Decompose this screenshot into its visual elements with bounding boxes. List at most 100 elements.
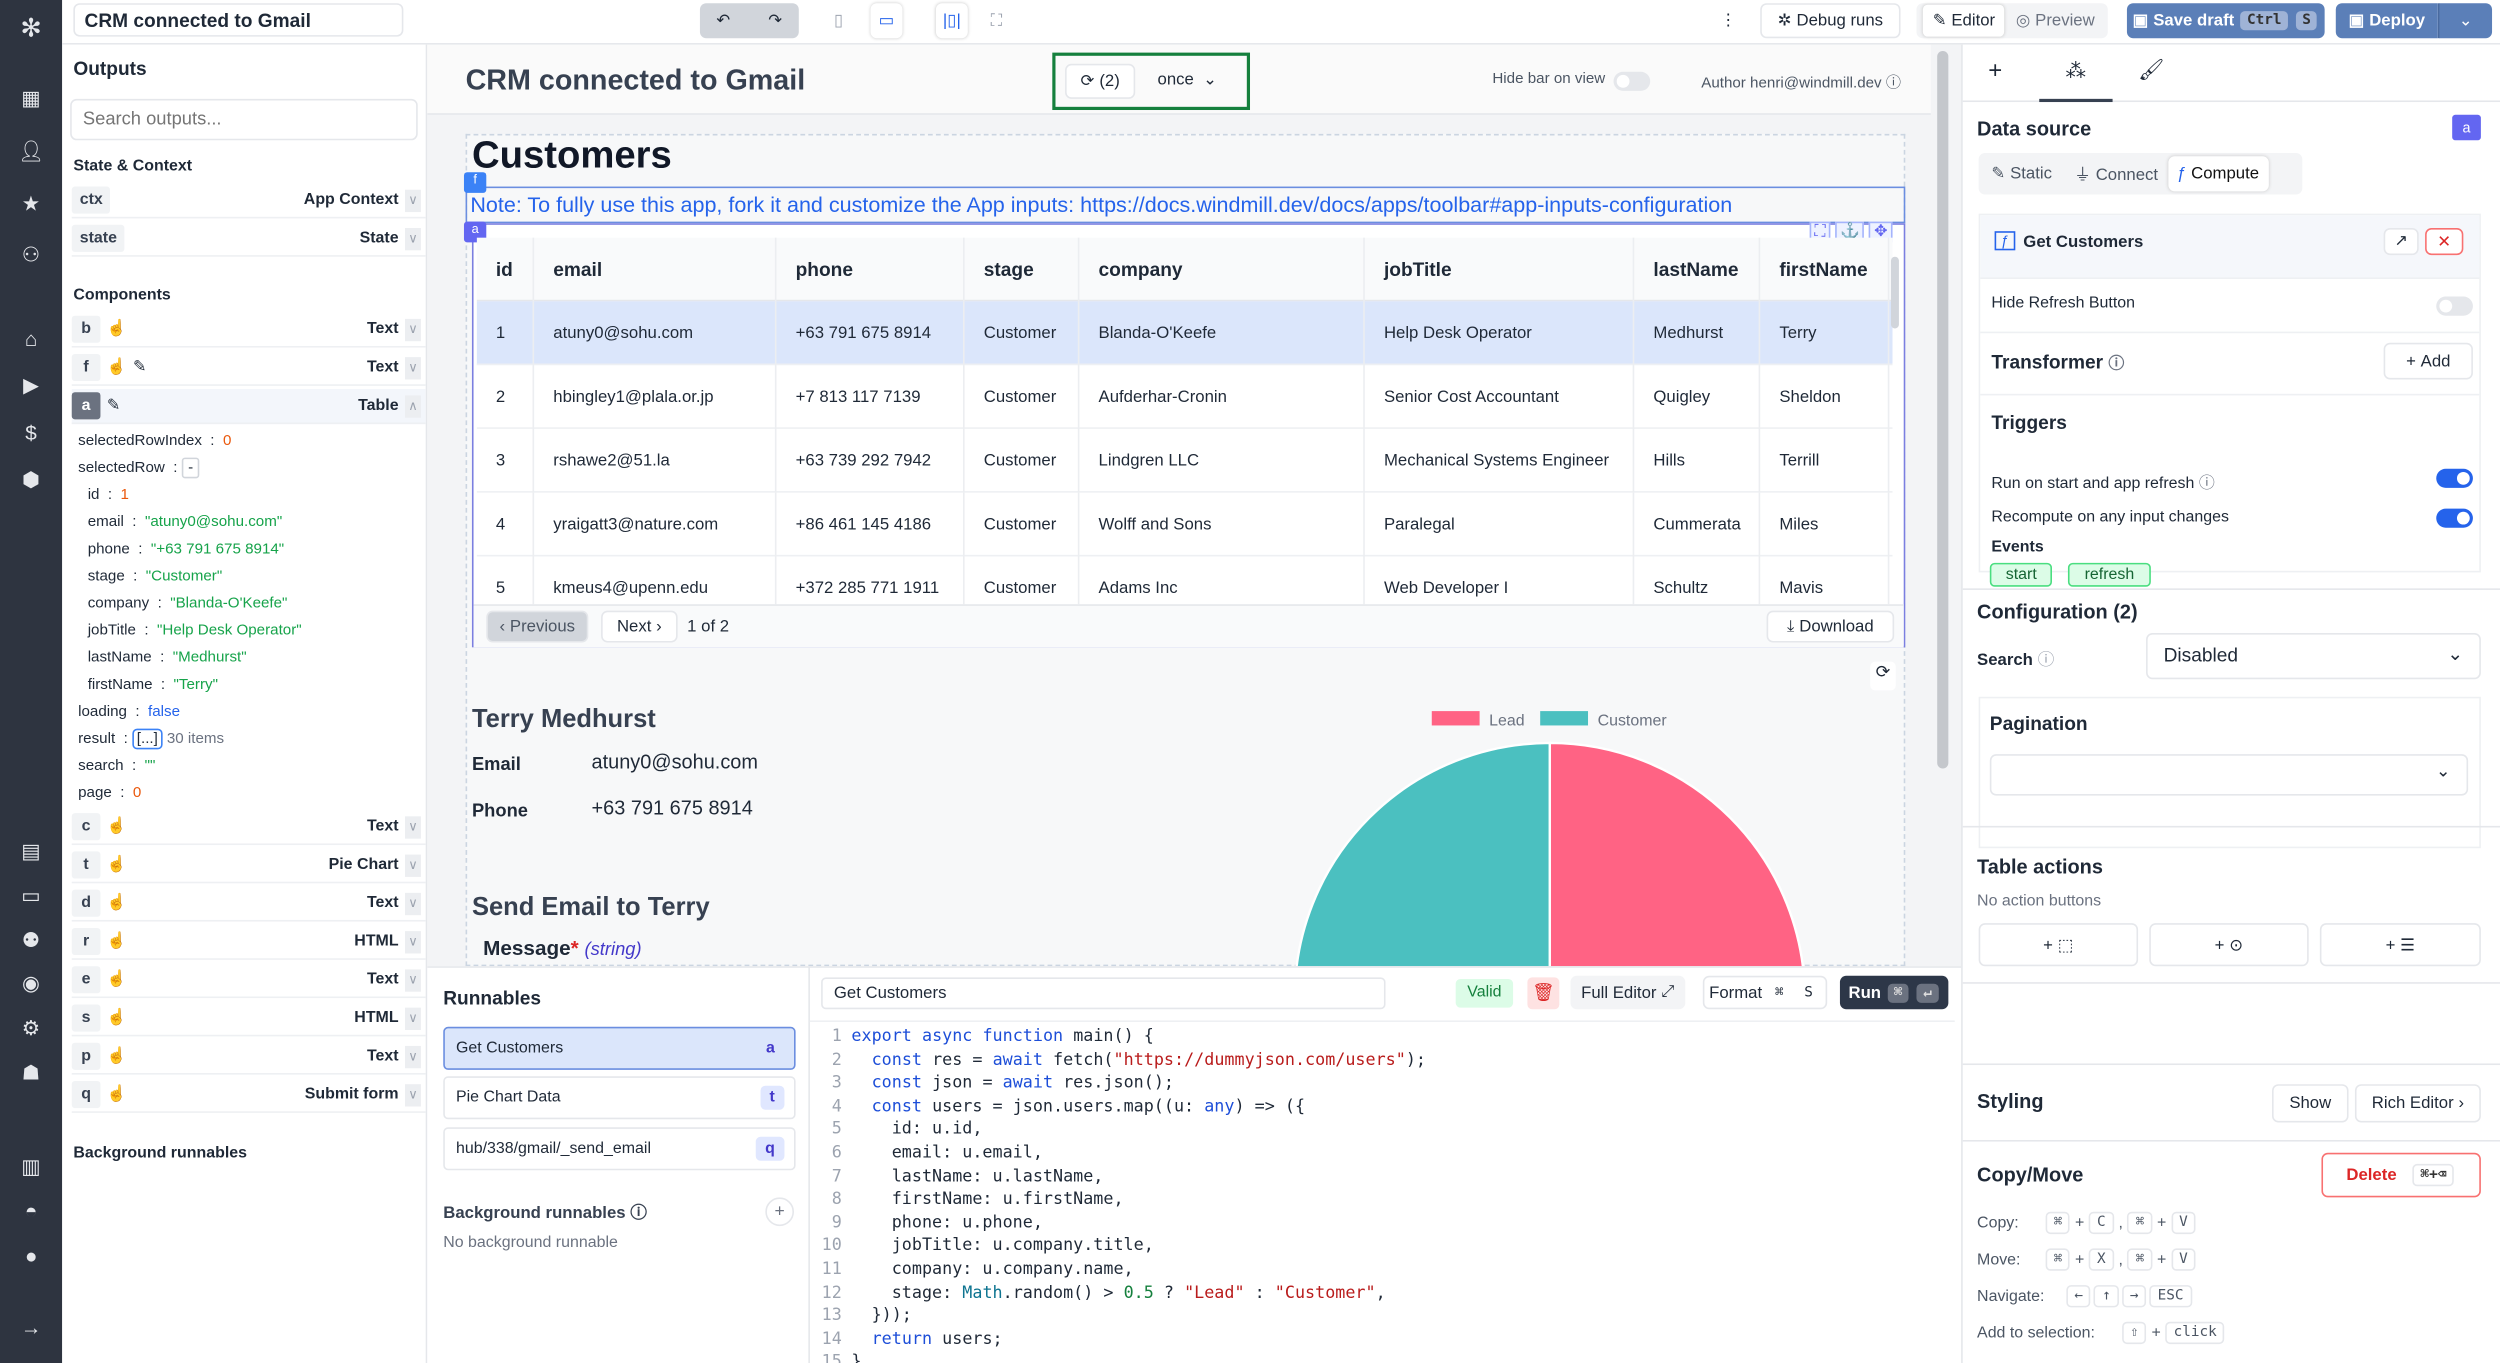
star-icon[interactable]: ★ [21, 191, 41, 216]
component-row-r[interactable]: r ☝ HTML ∨ [71, 925, 426, 960]
refresh-button[interactable]: ⟳ (2) [1065, 63, 1136, 99]
show-styling-button[interactable]: Show [2272, 1084, 2349, 1123]
runnable-get-customers[interactable]: Get Customers a [443, 1026, 796, 1070]
hand-pointer-icon[interactable]: ☝ [106, 358, 127, 377]
book-icon[interactable]: ▥ [21, 1154, 41, 1179]
detach-runnable-close-icon[interactable]: ✕ [2425, 227, 2464, 256]
recompute-toggle[interactable] [2436, 508, 2473, 528]
chevron-down-icon[interactable]: ∨ [404, 930, 421, 953]
hand-pointer-icon[interactable]: ☝ [106, 1009, 127, 1027]
legend-label[interactable]: Customer [1598, 712, 1668, 729]
runnable-name-input[interactable]: Get Customers [821, 977, 1386, 1010]
chevron-down-icon[interactable]: ∨ [404, 188, 421, 212]
component-row-b[interactable]: b ☝ Text ∨ [71, 313, 426, 348]
full-editor-button[interactable]: Full Editor ⤢ [1570, 975, 1686, 1010]
pencil-icon[interactable]: ✎ [106, 397, 121, 415]
hand-pointer-icon[interactable]: ☝ [106, 1047, 127, 1066]
chevron-down-icon[interactable]: ∨ [404, 356, 421, 379]
chevron-down-icon[interactable]: ∨ [404, 968, 421, 991]
column-header-stage[interactable]: stage [965, 237, 1080, 302]
download-button[interactable]: ⤓ Download [1766, 610, 1895, 643]
play-icon[interactable]: ▶ [23, 373, 40, 398]
chevron-down-icon[interactable]: ∨ [404, 853, 421, 877]
chart-refresh-icon[interactable]: ⟳ [1870, 661, 1896, 691]
pie-slice-lead[interactable] [1548, 741, 1805, 967]
runnable-send-email[interactable]: hub/338/gmail/_send_email q [443, 1127, 796, 1171]
search-outputs-input[interactable] [70, 98, 418, 141]
component-row-p[interactable]: p ☝ Text ∨ [71, 1040, 426, 1075]
calendar-icon[interactable]: ▤ [21, 838, 41, 863]
hide-bar-toggle[interactable] [1613, 71, 1651, 91]
chevron-down-icon[interactable]: ∨ [404, 1006, 421, 1030]
chevron-down-icon[interactable]: ∨ [404, 815, 421, 838]
output-row-ctx[interactable]: ctx App Context ∨ [71, 183, 426, 219]
preview-mode-button[interactable]: ◎ Preview [2015, 11, 2095, 31]
hand-pointer-icon[interactable]: ☝ [106, 320, 127, 339]
component-row-c[interactable]: c ☝ Text ∨ [71, 810, 426, 846]
hand-pointer-icon[interactable]: ☝ [106, 894, 127, 912]
chevron-down-icon[interactable]: ∨ [404, 892, 421, 915]
canvas-scrollbar[interactable] [1937, 51, 1949, 769]
previous-page-button[interactable]: ‹ Previous [486, 610, 589, 643]
workspace-icon[interactable]: ▦ [21, 86, 41, 111]
refresh-mode-select[interactable]: once ⌄ [1157, 70, 1218, 90]
component-row-e[interactable]: e ☝ Text ∨ [71, 963, 426, 999]
folder-icon[interactable]: ▭ [21, 883, 41, 908]
table-row[interactable] [476, 365, 1893, 429]
column-header-company[interactable]: company [1079, 237, 1365, 302]
table-row[interactable] [476, 301, 1893, 366]
add-select-action[interactable]: + ☰ [2319, 923, 2481, 967]
format-button[interactable]: Format ⌘ S [1702, 975, 1828, 1010]
move-icon[interactable]: ✥ [1869, 221, 1893, 243]
component-row-d[interactable]: d ☝ Text ∨ [71, 886, 426, 922]
eye-icon[interactable]: ◉ [22, 970, 41, 995]
fit-width-icon[interactable]: |▯| [935, 3, 968, 39]
table-row[interactable] [476, 429, 1893, 493]
open-external-icon[interactable]: ↗ [2383, 227, 2419, 256]
mobile-view-icon[interactable]: ▯ [834, 11, 844, 31]
delete-runnable-icon[interactable]: 🗑︎ [1527, 977, 1560, 1010]
component-row-f[interactable]: f ☝ ✎ Text ∨ [71, 351, 426, 386]
hand-pointer-icon[interactable]: ☝ [106, 817, 127, 836]
dollar-icon[interactable]: $ [25, 420, 37, 445]
home-icon[interactable]: ⌂ [24, 326, 38, 351]
run-button[interactable]: Run ⌘ ↵ [1839, 975, 1949, 1010]
hand-pointer-icon[interactable]: ☝ [106, 1085, 127, 1104]
tab-connect[interactable]: ⏚ Connect [2074, 165, 2159, 185]
more-menu-icon[interactable]: ⋮ [1719, 11, 1737, 31]
add-background-runnable-button[interactable]: + [765, 1197, 795, 1227]
discord-icon[interactable]: ◓ [24, 1198, 38, 1223]
resources-icon[interactable]: ⬢ [22, 467, 41, 492]
bot-icon[interactable]: ☗ [21, 1060, 41, 1085]
windmill-logo-icon[interactable]: ✻ [20, 15, 42, 44]
styling-tab-brush-icon[interactable]: 🖌︎ [2138, 57, 2165, 82]
column-header-firstName[interactable]: firstName [1760, 237, 1890, 302]
insert-tab-plus-icon[interactable]: + [1988, 57, 2003, 85]
tab-compute[interactable]: ƒ Compute [2167, 156, 2269, 192]
add-toggle-action[interactable]: + ⊙ [2149, 923, 2309, 967]
expand-sidebar-icon[interactable]: → [20, 1315, 42, 1340]
undo-icon[interactable]: ↶ [716, 11, 731, 31]
chevron-up-icon[interactable]: ∧ [404, 394, 421, 417]
hand-pointer-icon[interactable]: ☝ [106, 932, 127, 951]
redo-icon[interactable]: ↷ [768, 11, 783, 31]
output-row-state[interactable]: state State ∨ [71, 222, 426, 257]
desktop-view-icon[interactable]: ▭ [870, 3, 903, 39]
note-text-component[interactable]: f Note: To fully use this app, fork it a… [463, 172, 1906, 224]
groups-icon[interactable]: ⚉ [21, 927, 41, 952]
next-page-button[interactable]: Next › [601, 610, 678, 643]
delete-component-button[interactable]: Delete ⌘+⌫ [2321, 1152, 2481, 1198]
chevron-down-icon[interactable]: ∨ [404, 318, 421, 341]
users-icon[interactable]: ⚇ [21, 242, 41, 267]
table-row[interactable] [476, 493, 1893, 557]
pie-slice-customer[interactable] [1295, 741, 1551, 967]
user-icon[interactable]: 👤︎ [17, 138, 45, 163]
code-editor[interactable]: 1 export async function main() {2 const r… [809, 1020, 1955, 1363]
anchor-icon[interactable]: ⚓ [1835, 221, 1865, 243]
debug-runs-button[interactable]: ✲ Debug runs [1760, 3, 1901, 39]
runnable-pie-chart-data[interactable]: Pie Chart Data t [443, 1076, 796, 1120]
column-header-id[interactable]: id [477, 237, 535, 302]
add-transformer-button[interactable]: + Add [2383, 342, 2473, 380]
settings-tab-components-icon[interactable]: ⁂ [2039, 45, 2113, 103]
save-draft-button[interactable]: ▣ Save draft Ctrl S [2126, 3, 2325, 39]
